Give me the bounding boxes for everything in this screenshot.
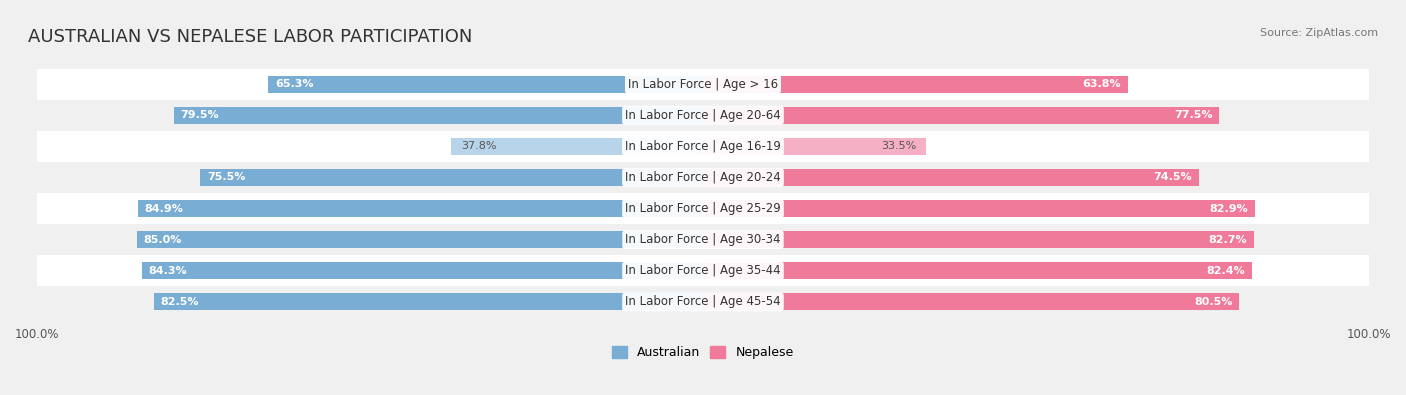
- Bar: [138, 231, 703, 248]
- Text: In Labor Force | Age 20-24: In Labor Force | Age 20-24: [626, 171, 780, 184]
- Text: 82.9%: 82.9%: [1209, 203, 1249, 214]
- Bar: [37, 193, 1369, 224]
- Text: 82.5%: 82.5%: [160, 297, 198, 307]
- Bar: [37, 255, 1369, 286]
- Text: In Labor Force | Age 45-54: In Labor Force | Age 45-54: [626, 295, 780, 308]
- Bar: [174, 107, 703, 124]
- Bar: [37, 131, 1369, 162]
- Bar: [142, 262, 703, 279]
- Text: AUSTRALIAN VS NEPALESE LABOR PARTICIPATION: AUSTRALIAN VS NEPALESE LABOR PARTICIPATI…: [28, 28, 472, 46]
- Bar: [703, 200, 1256, 217]
- Text: 63.8%: 63.8%: [1083, 79, 1121, 89]
- Text: 74.5%: 74.5%: [1154, 173, 1192, 182]
- Text: 77.5%: 77.5%: [1174, 110, 1212, 120]
- Bar: [153, 293, 703, 310]
- Text: 65.3%: 65.3%: [276, 79, 314, 89]
- Bar: [703, 293, 1239, 310]
- Bar: [37, 100, 1369, 131]
- Bar: [703, 138, 927, 155]
- Bar: [269, 75, 703, 93]
- Text: In Labor Force | Age 25-29: In Labor Force | Age 25-29: [626, 202, 780, 215]
- Text: 37.8%: 37.8%: [461, 141, 496, 151]
- Text: In Labor Force | Age 16-19: In Labor Force | Age 16-19: [626, 140, 780, 153]
- Bar: [703, 169, 1199, 186]
- Text: 33.5%: 33.5%: [880, 141, 917, 151]
- Text: In Labor Force | Age 35-44: In Labor Force | Age 35-44: [626, 264, 780, 277]
- Bar: [37, 224, 1369, 255]
- Bar: [703, 231, 1254, 248]
- Text: In Labor Force | Age 30-34: In Labor Force | Age 30-34: [626, 233, 780, 246]
- Text: In Labor Force | Age > 16: In Labor Force | Age > 16: [628, 78, 778, 91]
- Text: 82.4%: 82.4%: [1206, 266, 1244, 276]
- Bar: [37, 286, 1369, 318]
- Bar: [37, 69, 1369, 100]
- Text: 85.0%: 85.0%: [143, 235, 183, 245]
- Text: 84.3%: 84.3%: [149, 266, 187, 276]
- Bar: [703, 262, 1251, 279]
- Text: Source: ZipAtlas.com: Source: ZipAtlas.com: [1260, 28, 1378, 38]
- Text: 79.5%: 79.5%: [180, 110, 219, 120]
- Text: 80.5%: 80.5%: [1194, 297, 1232, 307]
- Bar: [201, 169, 703, 186]
- Text: 82.7%: 82.7%: [1208, 235, 1247, 245]
- Bar: [451, 138, 703, 155]
- Text: 75.5%: 75.5%: [207, 173, 246, 182]
- Text: In Labor Force | Age 20-64: In Labor Force | Age 20-64: [626, 109, 780, 122]
- Text: 84.9%: 84.9%: [145, 203, 183, 214]
- Bar: [703, 75, 1128, 93]
- Bar: [37, 162, 1369, 193]
- Bar: [138, 200, 703, 217]
- Legend: Australian, Nepalese: Australian, Nepalese: [607, 341, 799, 364]
- Bar: [703, 107, 1219, 124]
